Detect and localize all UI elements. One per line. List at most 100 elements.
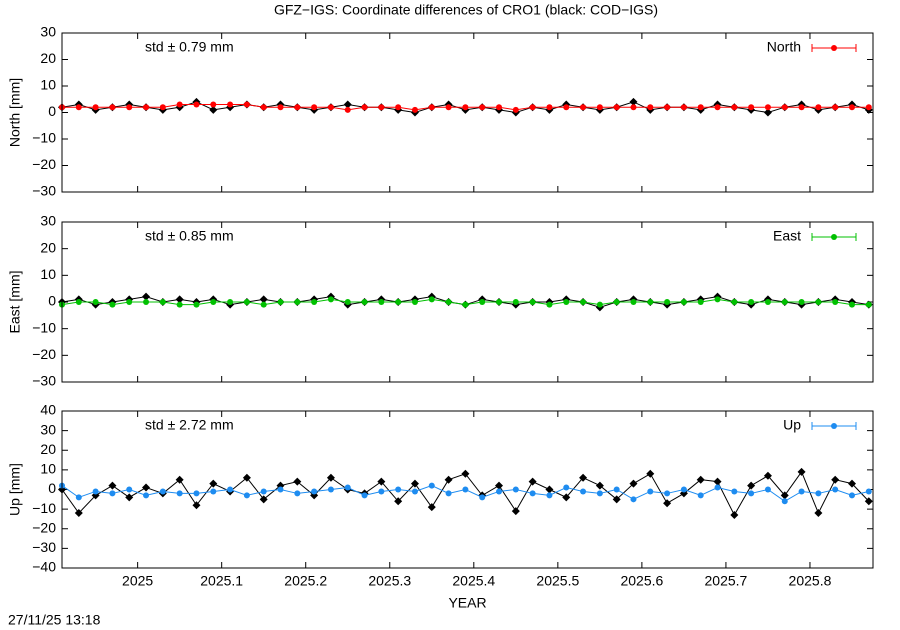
x-tick-label: 2025.4	[452, 573, 495, 589]
point	[496, 299, 503, 305]
point	[75, 104, 82, 111]
point	[394, 497, 403, 506]
point	[327, 104, 334, 111]
point	[731, 104, 738, 111]
point	[327, 296, 334, 303]
point	[629, 97, 638, 106]
point	[748, 104, 755, 111]
point	[546, 104, 553, 111]
point	[109, 490, 116, 497]
point	[193, 101, 200, 108]
point	[142, 483, 151, 492]
point	[562, 493, 571, 502]
point	[109, 301, 116, 308]
y-tick-label: −30	[32, 373, 56, 389]
point	[311, 488, 318, 495]
point	[579, 473, 588, 482]
point	[479, 299, 486, 305]
point	[680, 486, 687, 493]
point	[865, 104, 872, 111]
y-tick-label: −10	[32, 500, 56, 516]
legend-label: East	[773, 228, 801, 244]
point	[143, 492, 150, 499]
point	[462, 486, 469, 493]
point	[227, 299, 234, 305]
point	[563, 299, 570, 305]
point	[612, 495, 621, 504]
point	[781, 498, 788, 505]
point	[613, 104, 620, 111]
point	[428, 296, 435, 303]
point	[848, 104, 855, 111]
point	[260, 488, 267, 495]
point	[260, 301, 267, 308]
point	[479, 494, 486, 501]
point	[243, 299, 250, 305]
point	[529, 104, 536, 111]
point	[143, 104, 150, 111]
plot-frame	[61, 410, 874, 569]
point	[546, 301, 553, 308]
point	[714, 296, 721, 303]
point	[764, 104, 771, 111]
chart-title: GFZ−IGS: Coordinate differences of CRO1 …	[274, 2, 658, 18]
point	[378, 488, 385, 495]
y-tick-label: 30	[40, 421, 56, 437]
y-tick-label: 0	[48, 103, 56, 119]
point	[277, 486, 284, 493]
point	[512, 486, 519, 493]
point	[378, 104, 385, 111]
point	[781, 104, 788, 111]
point	[831, 475, 840, 484]
point	[763, 471, 772, 480]
y-tick-label: −40	[32, 559, 56, 575]
point	[865, 488, 872, 495]
point	[646, 469, 655, 478]
point	[259, 295, 268, 304]
point	[344, 299, 351, 305]
point	[764, 486, 771, 493]
point	[411, 299, 418, 305]
point	[74, 509, 83, 518]
point	[580, 104, 587, 111]
point	[462, 104, 469, 111]
point	[848, 492, 855, 499]
point	[395, 104, 402, 111]
point	[159, 488, 166, 495]
point	[461, 469, 470, 478]
y-tick-label: −10	[32, 130, 56, 146]
point	[512, 299, 519, 305]
point	[126, 486, 133, 493]
annotation: std ± 0.85 mm	[145, 228, 234, 244]
point	[629, 479, 638, 488]
point	[529, 490, 536, 497]
x-tick-label: 2025.7	[705, 573, 748, 589]
point	[815, 490, 822, 497]
point	[176, 490, 183, 497]
point	[108, 481, 117, 490]
point	[293, 477, 302, 486]
point	[175, 475, 184, 484]
plot-frame	[61, 32, 874, 193]
point	[479, 104, 486, 111]
point	[294, 104, 301, 111]
point	[647, 104, 654, 111]
legend-label: Up	[783, 417, 801, 433]
point	[175, 295, 184, 304]
point	[495, 481, 504, 490]
point	[512, 106, 519, 113]
point	[445, 104, 452, 111]
point	[326, 473, 335, 482]
point	[92, 299, 99, 305]
point	[630, 496, 637, 503]
point	[847, 479, 856, 488]
y-tick-label: −20	[32, 346, 56, 362]
point	[361, 104, 368, 111]
y-tick-label: −20	[32, 519, 56, 535]
point	[395, 486, 402, 493]
y-tick-label: −20	[32, 156, 56, 172]
point	[697, 492, 704, 499]
point	[143, 299, 150, 305]
point	[243, 492, 250, 499]
